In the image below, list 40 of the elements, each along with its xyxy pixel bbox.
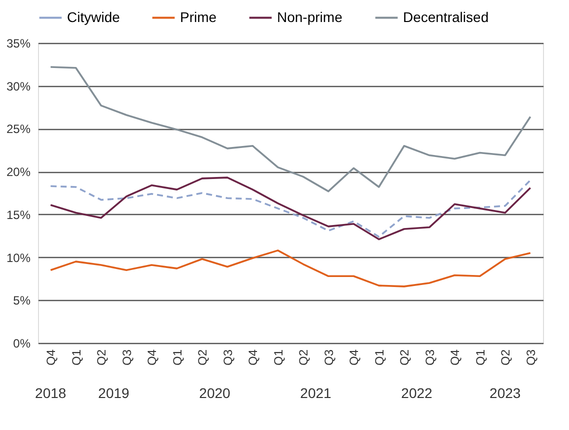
- x-tick-label: Q1: [69, 349, 84, 366]
- line-series: [50, 250, 532, 288]
- y-tick-label: 30%: [6, 79, 31, 94]
- x-tick-label: Q4: [145, 349, 160, 366]
- y-tick-label: 25%: [6, 122, 31, 136]
- x-tick-label: Q2: [94, 349, 109, 366]
- x-tick-label: Q3: [120, 349, 134, 366]
- legend-label: Non-prime: [277, 8, 343, 25]
- x-tick-label: Q4: [246, 349, 260, 366]
- x-tick-label: Q4: [347, 349, 362, 366]
- y-tick-label: 5%: [13, 294, 31, 308]
- x-tick-label: Q3: [422, 349, 437, 366]
- x-tick-label: Q3: [524, 349, 538, 366]
- x-tick-label: Q4: [448, 349, 462, 366]
- legend-label: Prime: [180, 8, 217, 25]
- x-tick-label: Q2: [398, 349, 412, 366]
- legend-label: Decentralised: [403, 8, 489, 25]
- text: 2019: [98, 385, 130, 401]
- legend-label: Citywide: [67, 8, 120, 25]
- x-tick-label: Q2: [196, 349, 210, 366]
- y-tick-label: 35%: [6, 36, 31, 50]
- x-tick-label: Q4: [44, 349, 58, 366]
- x-tick-label: Q1: [170, 349, 184, 366]
- text: 2023: [490, 385, 521, 401]
- text: 2020: [199, 385, 231, 401]
- x-tick-label: Q1: [473, 349, 488, 366]
- line-series: [50, 66, 532, 192]
- x-tick-label: Q2: [296, 349, 311, 366]
- text: 2021: [300, 385, 332, 401]
- x-tick-label: Q3: [322, 349, 336, 366]
- x-tick-label: Q2: [498, 349, 513, 366]
- y-tick-label: 10%: [6, 250, 31, 265]
- text: 2022: [401, 385, 433, 401]
- x-tick-label: Q1: [372, 349, 386, 366]
- y-tick-label: 0%: [13, 336, 31, 350]
- y-tick-label: 20%: [6, 165, 31, 180]
- text: 2018: [35, 385, 66, 401]
- x-tick-label: Q1: [271, 349, 286, 366]
- y-tick-label: 15%: [6, 208, 31, 222]
- x-tick-label: Q3: [220, 349, 235, 366]
